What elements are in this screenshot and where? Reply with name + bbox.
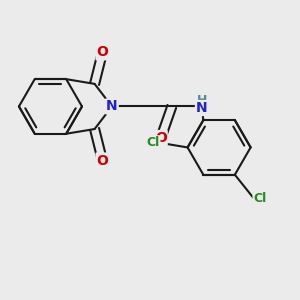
Text: N: N (196, 101, 208, 115)
Text: H: H (196, 94, 207, 107)
Text: N: N (106, 100, 118, 113)
Text: O: O (155, 131, 167, 145)
Text: O: O (97, 154, 108, 167)
Text: O: O (97, 45, 108, 59)
Text: Cl: Cl (146, 136, 160, 149)
Text: Cl: Cl (254, 192, 267, 205)
